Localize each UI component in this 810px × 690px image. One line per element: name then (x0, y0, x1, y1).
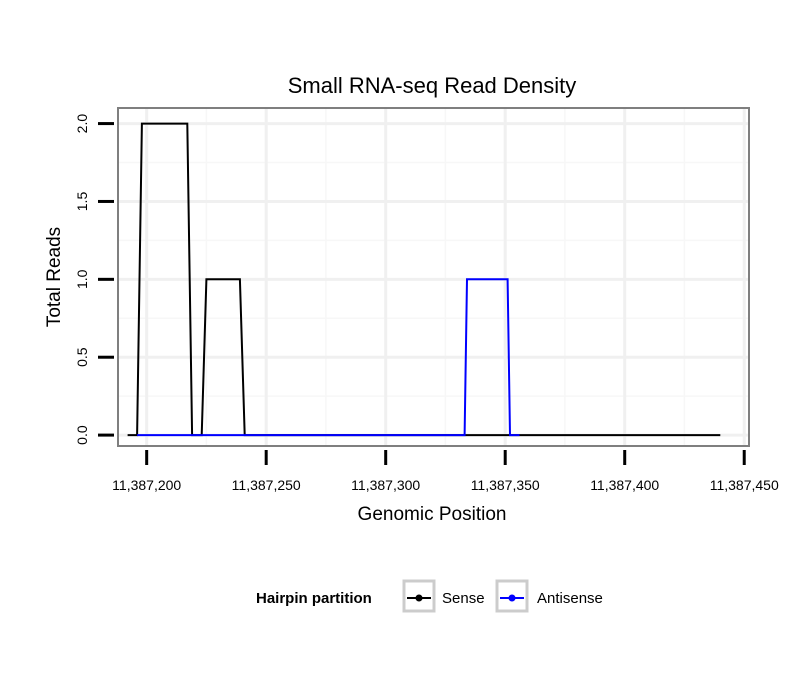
plot-panel-border (117, 107, 750, 447)
legend-title: Hairpin partition (256, 590, 372, 607)
x-tick-label: 11,387,250 (232, 477, 301, 493)
legend-label-sense: Sense (442, 590, 485, 607)
grid (118, 108, 749, 446)
x-tick-label: 11,387,400 (590, 477, 659, 493)
y-tick-label: 0.5 (74, 347, 90, 367)
legend: Hairpin partition Sense Antisense (256, 579, 603, 613)
y-tick-label: 1.0 (74, 269, 90, 289)
y-tick-label: 2.0 (74, 114, 90, 134)
y-axis: 0.0 0.5 1.0 1.5 2.0 (74, 114, 114, 445)
x-tick-label: 11,387,450 (710, 477, 779, 493)
y-axis-title: Total Reads (44, 227, 65, 327)
x-tick-label: 11,387,300 (351, 477, 420, 493)
legend-key-antisense-point (508, 594, 516, 602)
x-axis-title: Genomic Position (358, 504, 507, 525)
x-axis: 11,387,200 11,387,250 11,387,300 11,387,350… (112, 450, 779, 493)
series-lines (127, 122, 721, 437)
series-line-antisense (137, 278, 520, 437)
x-tick-label: 11,387,350 (471, 477, 540, 493)
legend-label-antisense: Antisense (537, 590, 603, 607)
chart-title: Small RNA-seq Read Density (288, 73, 577, 98)
legend-key-sense-point (415, 594, 423, 602)
y-tick-label: 0.0 (74, 425, 90, 445)
x-tick-label: 11,387,200 (112, 477, 181, 493)
y-tick-label: 1.5 (74, 192, 90, 212)
